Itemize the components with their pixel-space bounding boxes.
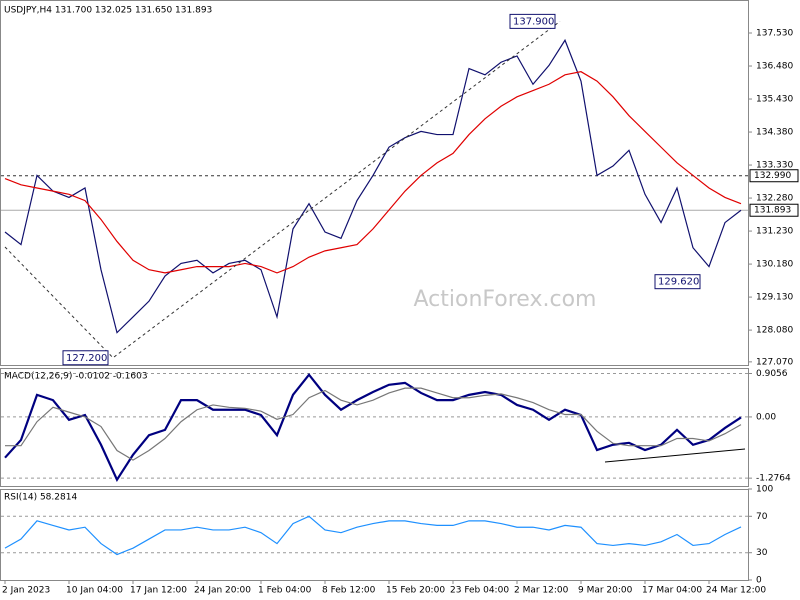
y-tick-label: 133.330 xyxy=(756,161,793,171)
y-tick-label: 127.070 xyxy=(756,357,793,367)
x-tick-label: 9 Mar 20:00 xyxy=(578,586,633,596)
y-tick-label: 131.230 xyxy=(756,227,793,237)
y-tick-label: 0.9056 xyxy=(756,369,788,379)
y-tick-label: 134.380 xyxy=(756,128,793,138)
y-tick-label: 0.00 xyxy=(756,412,776,422)
annotation-label: 127.200 xyxy=(66,353,107,364)
y-tick-label: 135.430 xyxy=(756,95,793,105)
y-tick-label: 0 xyxy=(756,576,762,586)
y-tick-label: 132.280 xyxy=(756,194,793,204)
y-tick-label: 100 xyxy=(756,485,773,495)
annotation-box xyxy=(62,350,109,366)
annotation-label: 129.620 xyxy=(658,277,699,288)
x-tick-label: 10 Jan 04:00 xyxy=(66,586,123,596)
price-level-box xyxy=(749,169,799,183)
y-tick-label: 137.530 xyxy=(756,29,793,39)
panel-title: MACD(12,26,9) -0.0102 -0.1603 xyxy=(4,372,148,382)
macd-trendline xyxy=(604,448,746,463)
y-tick-label: 30 xyxy=(756,548,768,558)
x-tick-label: 8 Feb 12:00 xyxy=(322,586,376,596)
x-tick-label: 24 Jan 20:00 xyxy=(194,586,251,596)
y-tick-label: 128.080 xyxy=(756,326,793,336)
y-tick-label: 70 xyxy=(756,512,768,522)
x-tick-label: 17 Jan 12:00 xyxy=(130,586,187,596)
x-tick-label: 2 Jan 2023 xyxy=(2,586,50,596)
panel-title: RSI(14) 58.2814 xyxy=(4,493,77,503)
macd-panel-frame xyxy=(0,368,749,487)
watermark: ActionForex.com xyxy=(414,287,597,312)
x-tick-label: 17 Mar 04:00 xyxy=(642,586,702,596)
price-level-box xyxy=(749,203,799,217)
series-line xyxy=(4,515,742,556)
price-level-label: 132.990 xyxy=(754,171,791,181)
x-tick-label: 24 Mar 12:00 xyxy=(706,586,766,596)
panel-title: USDJPY,H4 131.700 132.025 131.650 131.89… xyxy=(4,6,212,16)
series-line xyxy=(4,38,742,334)
y-tick-label: 130.180 xyxy=(756,260,793,270)
price-panel-frame xyxy=(0,0,749,366)
y-tick-label: -1.2764 xyxy=(756,474,791,484)
x-tick-label: 15 Feb 20:00 xyxy=(386,586,445,596)
price-level-label: 131.893 xyxy=(754,206,791,216)
x-tick-label: 23 Feb 04:00 xyxy=(450,586,509,596)
series-line xyxy=(4,71,742,274)
annotation-box xyxy=(654,274,701,290)
y-tick-label: 136.480 xyxy=(756,62,793,72)
series-line xyxy=(5,387,742,461)
annotation-box xyxy=(509,13,556,29)
x-tick-label: 2 Mar 12:00 xyxy=(514,586,569,596)
y-tick-label: 129.130 xyxy=(756,293,793,303)
rsi-panel-frame xyxy=(0,489,749,581)
annotation-label: 137.900 xyxy=(513,16,554,27)
x-tick-label: 1 Feb 04:00 xyxy=(258,586,312,596)
